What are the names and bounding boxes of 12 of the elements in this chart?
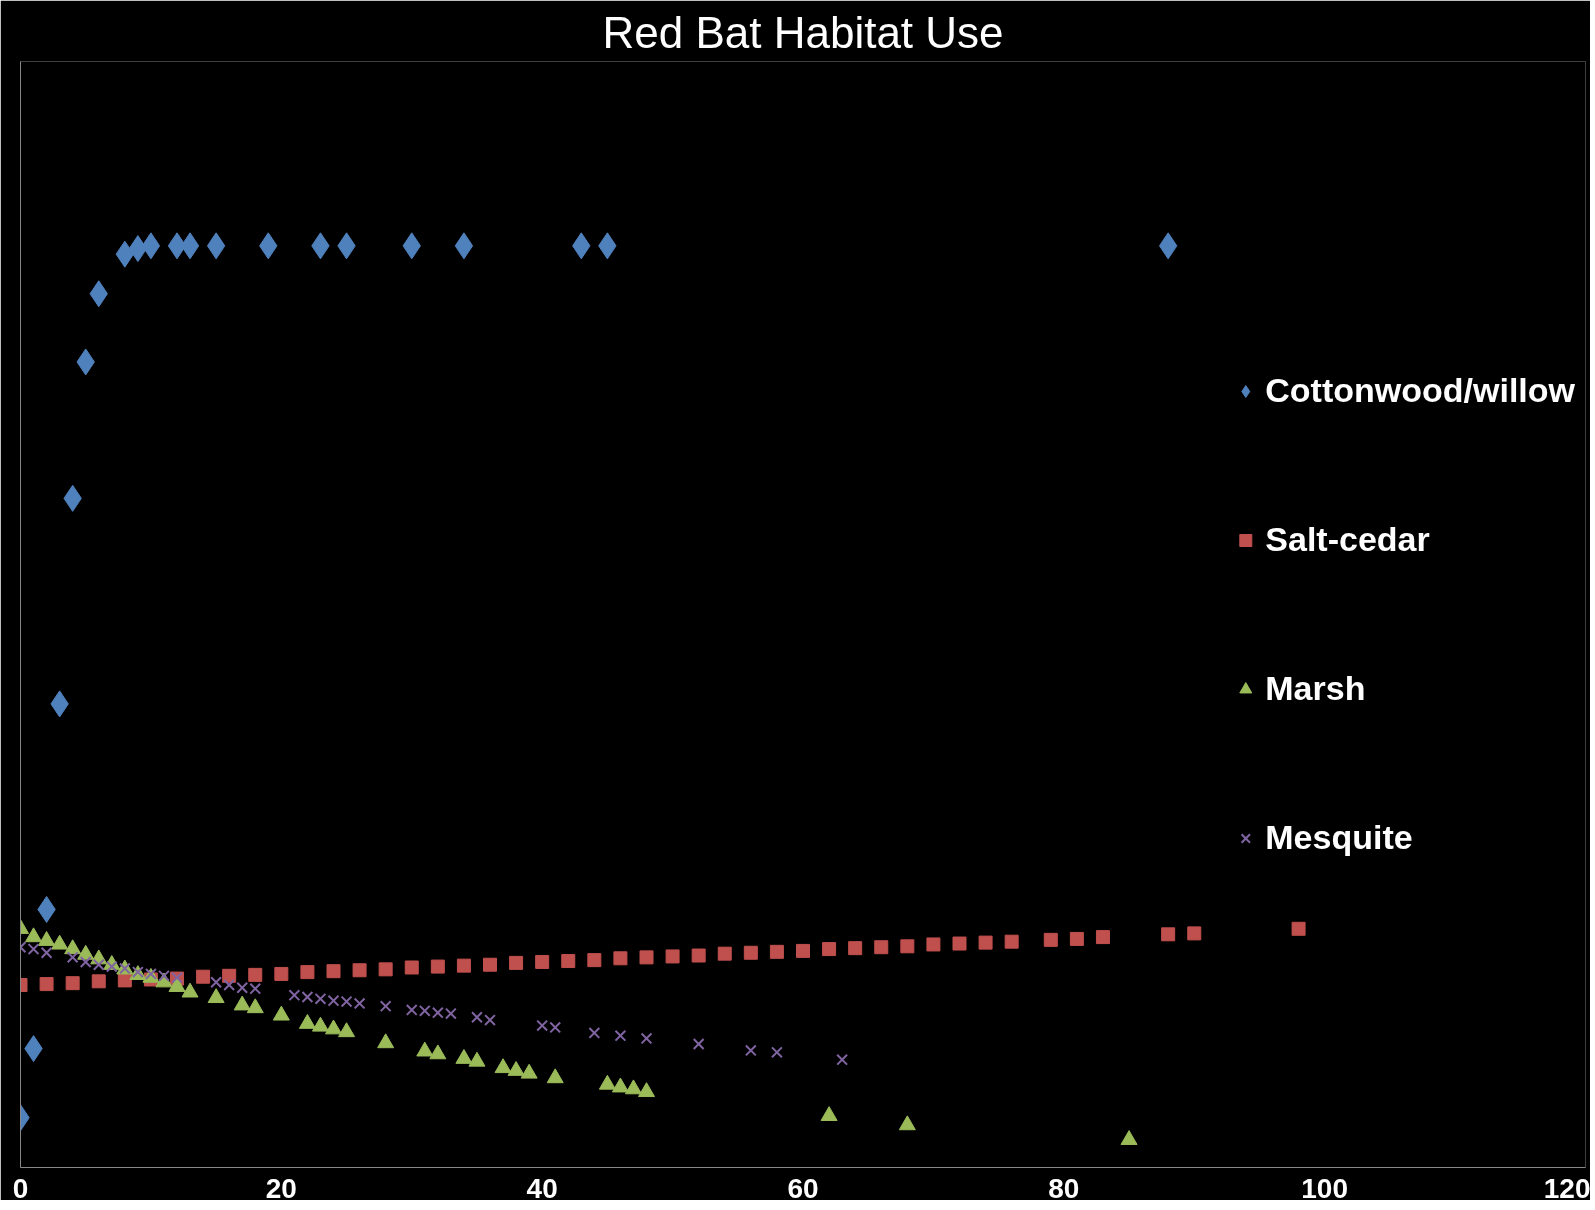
x-tick-label: 100 <box>1301 1172 1349 1204</box>
x-tick-label: 80 <box>1048 1172 1080 1204</box>
x-tick-label: 60 <box>787 1172 819 1204</box>
legend-label: Salt-cedar <box>1265 520 1430 559</box>
legend-label: Marsh <box>1265 669 1366 708</box>
legend-label: Cottonwood/willow <box>1265 371 1575 410</box>
x-tick-label: 20 <box>265 1172 297 1204</box>
legend-label: Mesquite <box>1265 818 1413 857</box>
chart-title: Red Bat Habitat Use <box>602 7 1004 57</box>
x-tick-label: 40 <box>526 1172 558 1204</box>
x-tick-label: 120 <box>1543 1172 1591 1204</box>
x-tick-label: 0 <box>12 1172 29 1204</box>
